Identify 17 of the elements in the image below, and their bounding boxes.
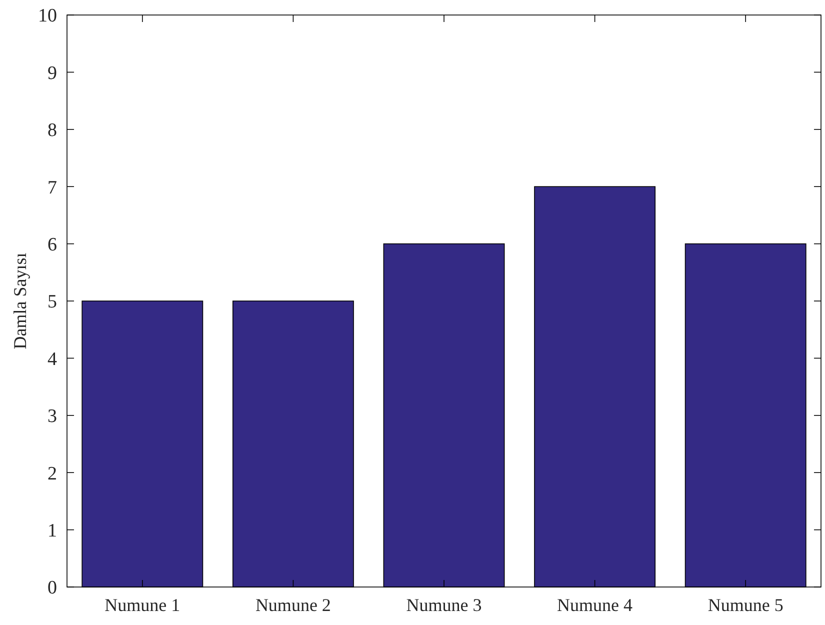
x-tick-label: Numune 4 bbox=[557, 595, 633, 615]
y-tick-label: 7 bbox=[48, 177, 57, 198]
y-tick-label: 0 bbox=[48, 578, 57, 599]
y-axis-title: Damla Sayısı bbox=[10, 252, 30, 350]
x-tick-label: Numune 1 bbox=[104, 595, 180, 615]
x-tick-label: Numune 3 bbox=[406, 595, 482, 615]
y-tick-label: 1 bbox=[48, 520, 57, 542]
y-tick-label: 8 bbox=[48, 120, 57, 142]
x-tick-label: Numune 5 bbox=[708, 595, 784, 615]
y-tick-label: 9 bbox=[48, 62, 57, 84]
y-tick-label: 6 bbox=[48, 234, 57, 256]
y-tick-label: 2 bbox=[48, 463, 57, 484]
y-tick-label: 5 bbox=[48, 292, 57, 313]
x-tick-label: Numune 2 bbox=[255, 595, 331, 615]
y-tick-label: 10 bbox=[38, 6, 57, 27]
y-tick-label: 4 bbox=[48, 348, 58, 370]
y-tick-label: 3 bbox=[48, 406, 57, 428]
